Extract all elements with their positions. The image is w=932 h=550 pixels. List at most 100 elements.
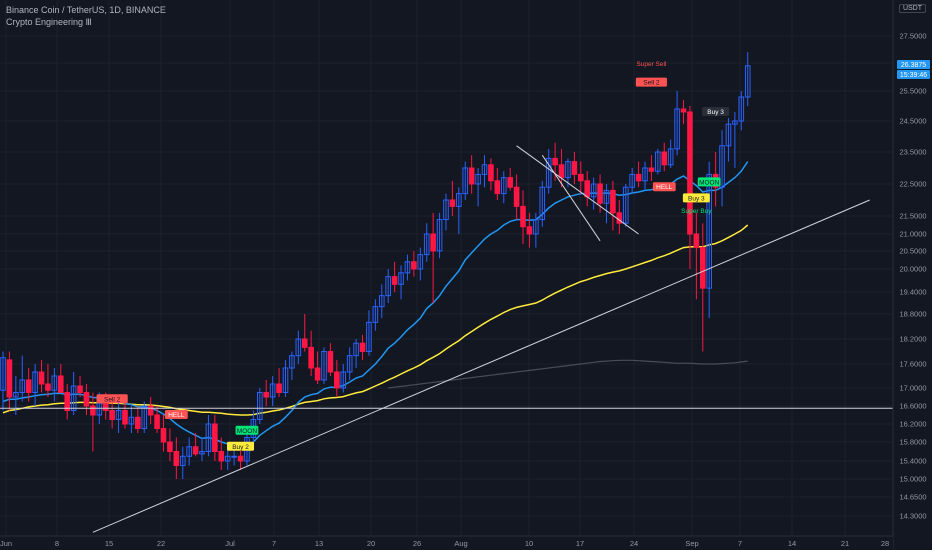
candle-body[interactable] <box>725 123 732 147</box>
candle-body[interactable] <box>693 233 700 249</box>
candle-body[interactable] <box>334 371 340 389</box>
candle-body[interactable] <box>571 161 578 175</box>
candle-body[interactable] <box>314 367 321 381</box>
candle-body[interactable] <box>179 455 186 466</box>
candle-body[interactable] <box>545 157 552 188</box>
price-axis-panel[interactable] <box>893 0 932 550</box>
candle-body[interactable] <box>385 276 391 297</box>
candle-body[interactable] <box>212 423 218 452</box>
symbol-title[interactable]: Binance Coin / TetherUS, 1D, BINANCE <box>6 5 166 15</box>
candle-body[interactable] <box>635 173 642 182</box>
candle-body[interactable] <box>629 173 635 188</box>
candle-body[interactable] <box>642 167 648 182</box>
candle-body[interactable] <box>359 342 366 352</box>
time-axis-panel[interactable] <box>0 536 893 550</box>
candle-body[interactable] <box>674 108 680 150</box>
candle-body[interactable] <box>109 410 115 420</box>
candle-body[interactable] <box>462 167 469 195</box>
candle-body[interactable] <box>661 151 668 166</box>
candle-body[interactable] <box>732 120 738 125</box>
candle-body[interactable] <box>584 180 591 198</box>
candle-body[interactable] <box>680 108 687 113</box>
candle-body[interactable] <box>719 145 725 188</box>
candle-body[interactable] <box>199 451 205 455</box>
candle-body[interactable] <box>167 441 173 452</box>
candle-body[interactable] <box>443 199 449 221</box>
candle-body[interactable] <box>475 173 481 185</box>
candle-body[interactable] <box>353 342 359 357</box>
candle-body[interactable] <box>115 410 122 420</box>
candle-body[interactable] <box>13 392 19 398</box>
candle-body[interactable] <box>655 151 661 172</box>
candle-body[interactable] <box>25 379 32 393</box>
candle-body[interactable] <box>128 416 135 425</box>
candle-body[interactable] <box>404 261 411 274</box>
candle-body[interactable] <box>456 193 462 207</box>
candle-body[interactable] <box>173 451 180 466</box>
candle-body[interactable] <box>340 371 347 389</box>
candle-body[interactable] <box>417 254 424 270</box>
candle-body[interactable] <box>558 164 565 179</box>
candle-body[interactable] <box>122 410 128 425</box>
candle-body[interactable] <box>526 226 533 235</box>
candle-body[interactable] <box>590 183 597 198</box>
candle-body[interactable] <box>744 65 751 98</box>
candle-body[interactable] <box>378 295 385 308</box>
candle-body[interactable] <box>327 351 334 373</box>
candle-body[interactable] <box>687 111 693 235</box>
candle-body[interactable] <box>565 161 571 179</box>
candle-body[interactable] <box>70 385 77 411</box>
candle-body[interactable] <box>500 177 507 195</box>
candle-body[interactable] <box>552 157 558 166</box>
candle-body[interactable] <box>308 346 314 369</box>
candle-body[interactable] <box>398 272 404 285</box>
candle-body[interactable] <box>372 306 379 323</box>
candle-body[interactable] <box>436 219 443 252</box>
candle-body[interactable] <box>135 416 141 429</box>
candle-body[interactable] <box>77 385 83 393</box>
candle-body[interactable] <box>391 276 398 285</box>
candlestick-series[interactable] <box>0 52 751 479</box>
candle-body[interactable] <box>366 321 372 353</box>
candle-body[interactable] <box>706 173 713 289</box>
candle-body[interactable] <box>513 186 520 207</box>
candle-body[interactable] <box>289 355 295 369</box>
candle-body[interactable] <box>154 414 160 429</box>
candle-body[interactable] <box>610 189 616 214</box>
candle-body[interactable] <box>430 233 436 252</box>
candle-body[interactable] <box>276 383 282 393</box>
candle-body[interactable] <box>520 205 526 228</box>
candle-body[interactable] <box>192 446 199 455</box>
candle-body[interactable] <box>205 423 212 452</box>
candle-body[interactable] <box>533 219 539 235</box>
candle-body[interactable] <box>32 371 38 393</box>
candle-body[interactable] <box>423 233 430 256</box>
candle-body[interactable] <box>539 186 546 221</box>
candle-body[interactable] <box>231 455 237 458</box>
candle-body[interactable] <box>449 199 456 207</box>
candle-body[interactable] <box>488 164 494 182</box>
candle-body[interactable] <box>141 405 148 429</box>
candle-body[interactable] <box>295 338 302 357</box>
candle-body[interactable] <box>186 446 192 457</box>
candle-body[interactable] <box>648 167 655 172</box>
candle-body[interactable] <box>83 392 90 407</box>
candle-body[interactable] <box>257 392 263 420</box>
candle-body[interactable] <box>57 375 64 393</box>
candle-body[interactable] <box>301 338 308 348</box>
indicator-title[interactable]: Crypto Engineering Ⅲ <box>6 17 92 27</box>
candle-body[interactable] <box>699 247 706 289</box>
candle-body[interactable] <box>160 428 167 443</box>
candle-body[interactable] <box>468 167 475 185</box>
candle-body[interactable] <box>622 186 629 224</box>
candle-body[interactable] <box>507 177 513 188</box>
candle-body[interactable] <box>346 355 353 373</box>
candle-body[interactable] <box>45 383 51 391</box>
candle-body[interactable] <box>6 359 13 398</box>
candle-body[interactable] <box>90 405 96 416</box>
candle-body[interactable] <box>237 455 244 462</box>
candle-body[interactable] <box>597 183 603 204</box>
currency-label[interactable]: USDT <box>898 4 926 13</box>
candle-body[interactable] <box>411 261 417 270</box>
